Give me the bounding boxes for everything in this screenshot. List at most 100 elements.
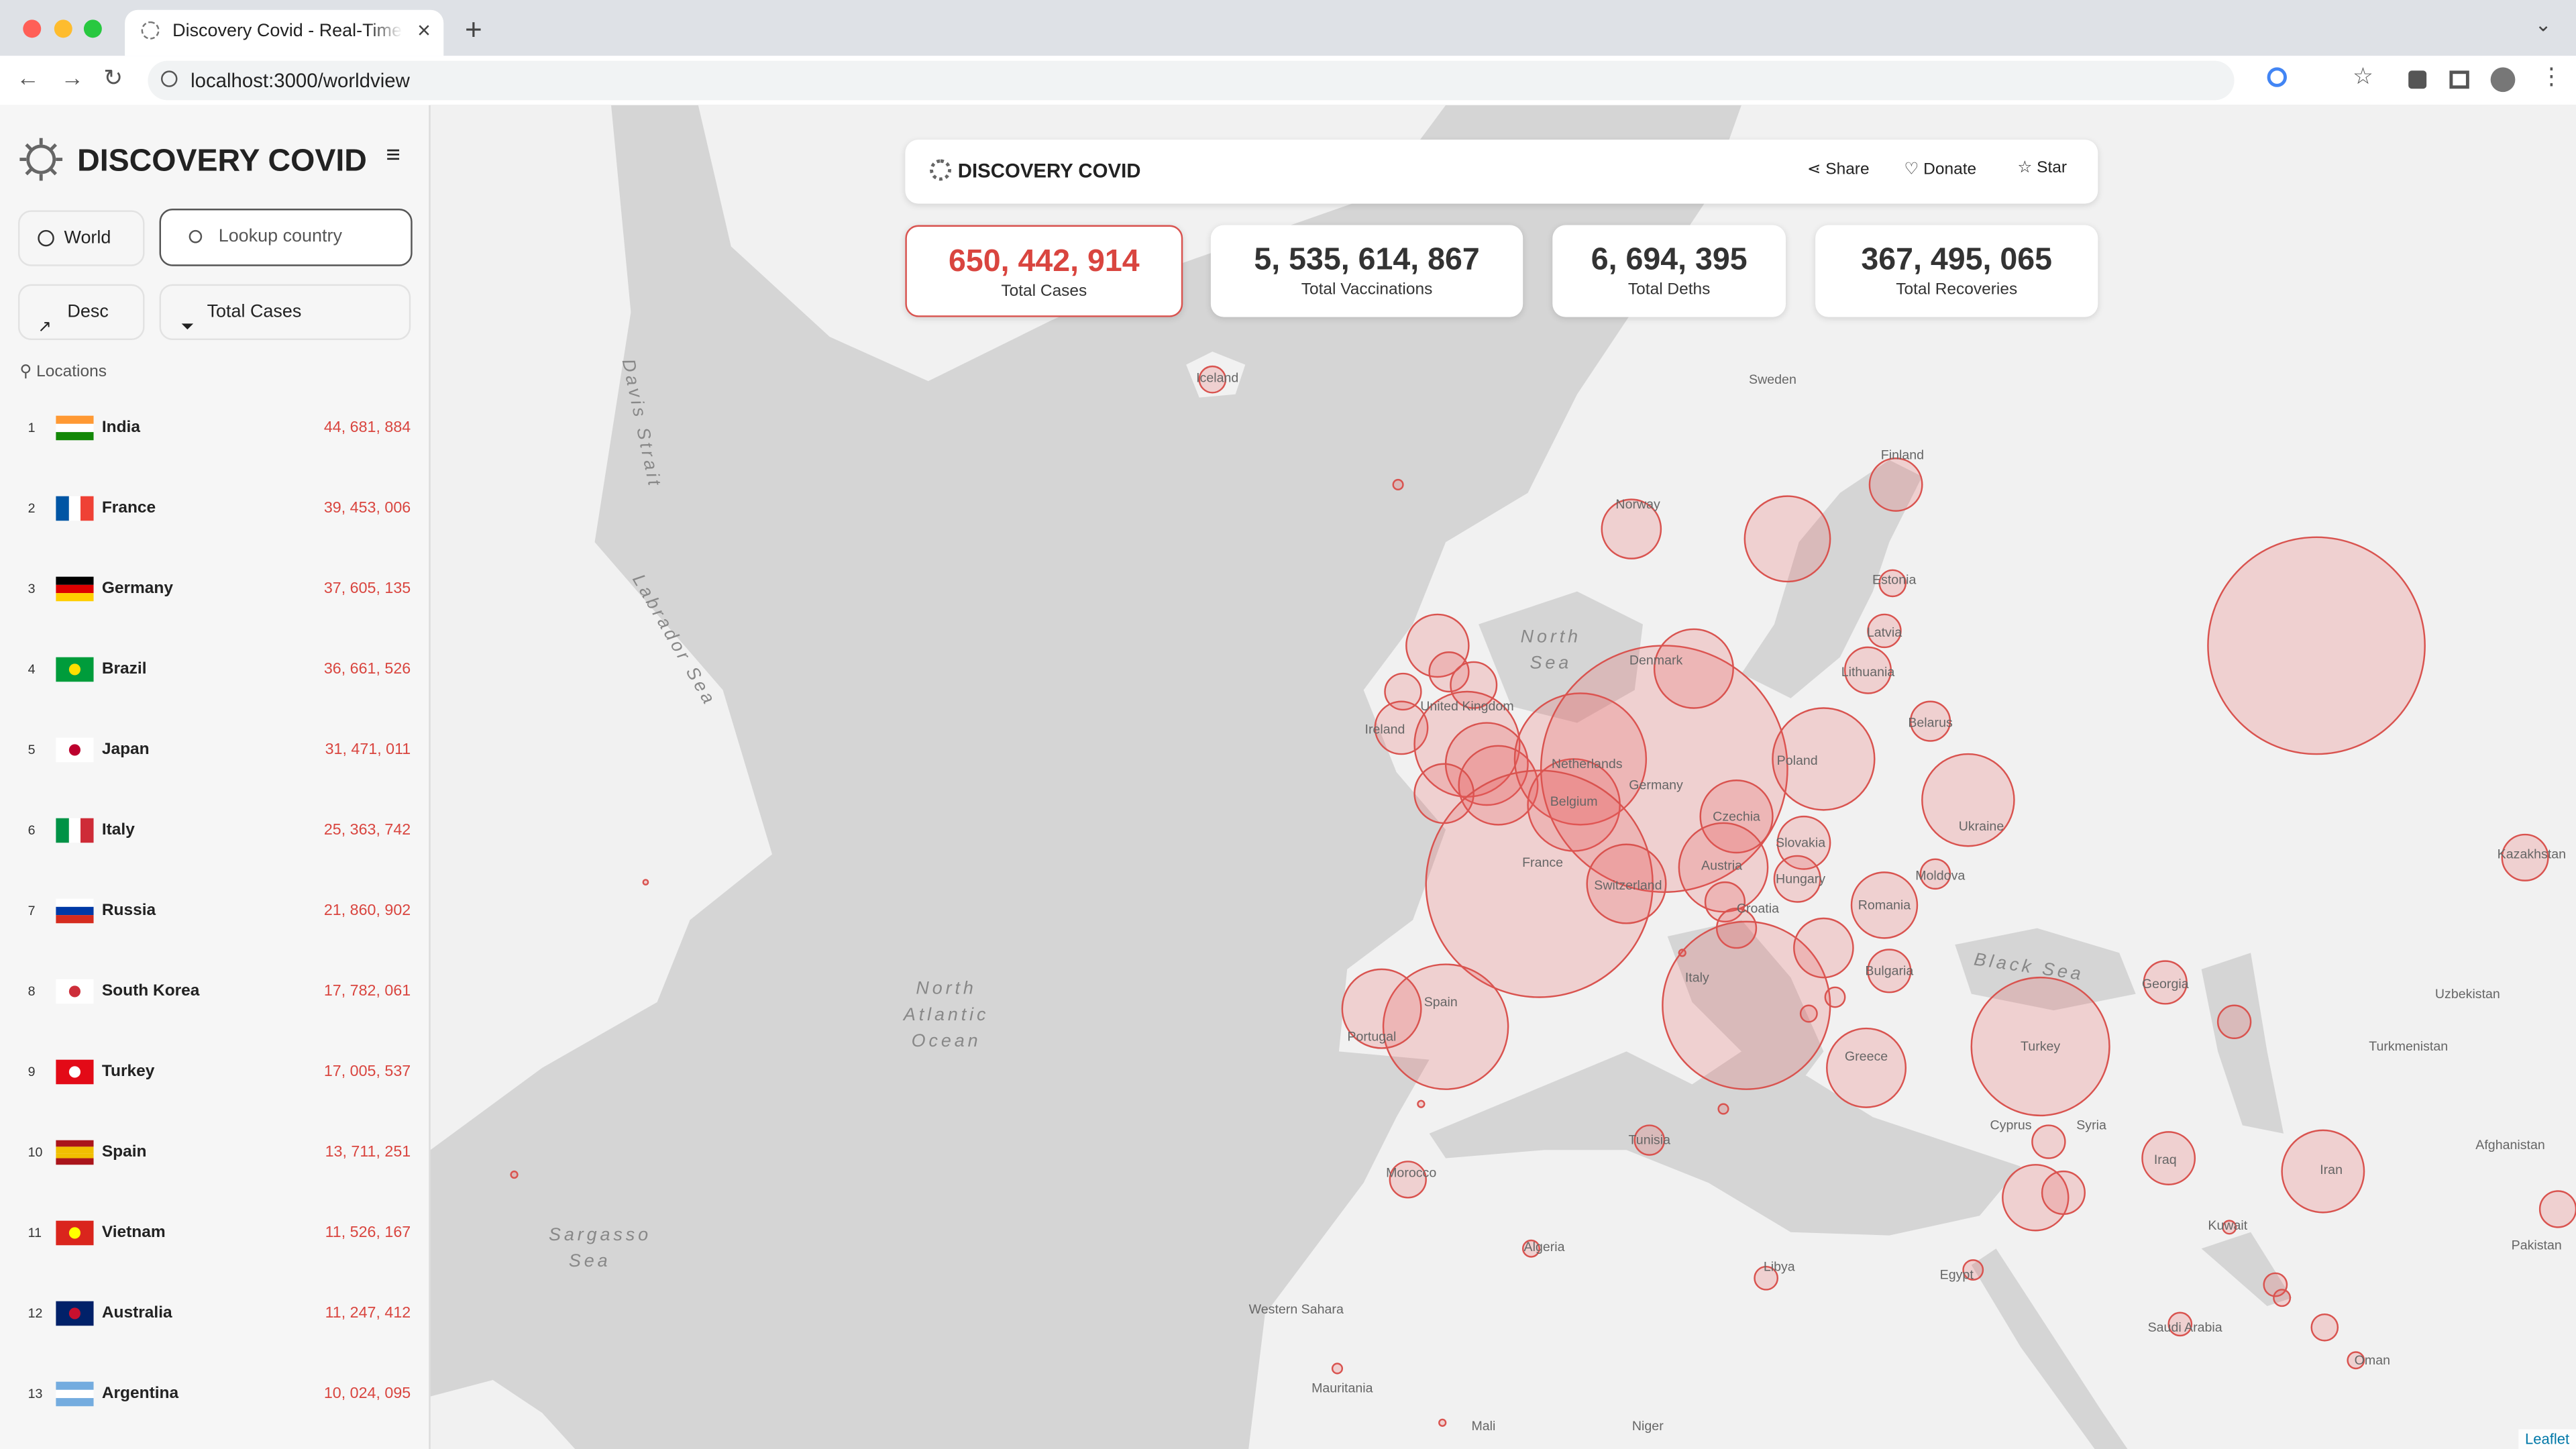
share-button[interactable]: ⋖ Share — [1807, 161, 1870, 179]
location-name: Russia — [101, 902, 156, 920]
menu-button[interactable]: ≡ — [386, 141, 400, 170]
country-label: Estonia — [1872, 572, 1917, 588]
location-value: 13, 711, 251 — [325, 1143, 411, 1162]
case-bubble — [1867, 949, 1912, 994]
reload-button[interactable]: ↻ — [103, 64, 123, 91]
sidebar: DISCOVERY COVID ≡ World Lookup country ↗… — [0, 105, 431, 1449]
country-label: Iran — [2320, 1162, 2343, 1177]
forward-button[interactable]: → — [60, 64, 84, 91]
donate-button[interactable]: ♡ Donate — [1904, 161, 1977, 179]
case-bubble — [510, 1170, 519, 1179]
new-tab[interactable]: + — [465, 13, 482, 46]
country-label: Egypt — [1939, 1267, 1974, 1283]
location-row[interactable]: 11 Vietnam 11, 526, 167 — [0, 1193, 429, 1273]
map-attribution[interactable]: Leaflet — [2518, 1429, 2576, 1449]
case-bubble — [2002, 1164, 2070, 1232]
case-bubble — [1773, 855, 1821, 903]
location-flag — [56, 1220, 94, 1246]
flag-stripe — [80, 496, 94, 521]
location-row[interactable]: 7 Russia 21, 860, 902 — [0, 871, 429, 951]
location-row[interactable]: 5 Japan 31, 471, 011 — [0, 710, 429, 790]
case-bubble — [2538, 1190, 2576, 1228]
location-row[interactable]: 9 Turkey 17, 005, 537 — [0, 1032, 429, 1112]
scope-button[interactable]: World — [17, 210, 145, 266]
close-window[interactable] — [23, 19, 42, 38]
bookmark-star[interactable]: ☆ — [2352, 62, 2373, 89]
flag-emblem — [68, 744, 81, 756]
country-label: Iceland — [1196, 370, 1239, 386]
location-name: Brazil — [101, 660, 147, 679]
browser-menu[interactable]: ⋮ — [2540, 62, 2563, 89]
case-bubble — [2167, 1311, 2193, 1337]
stat-card[interactable]: 367, 495, 065 Total Recoveries — [1815, 225, 2098, 317]
location-flag — [56, 496, 94, 521]
location-row[interactable]: 12 Australia 11, 247, 412 — [0, 1273, 429, 1354]
map[interactable]: Davis Strait Labrador Sea North Atlantic O… — [430, 105, 2576, 1449]
country-label: Netherlands — [1551, 756, 1623, 771]
location-name: India — [101, 419, 141, 437]
location-name: Australia — [101, 1304, 172, 1323]
case-bubble — [1428, 651, 1470, 693]
stat-card[interactable]: 6, 694, 395 Total Deths — [1552, 225, 1786, 317]
location-value: 37, 605, 135 — [323, 580, 411, 598]
search-input[interactable]: Lookup country — [159, 209, 413, 266]
profile[interactable] — [2490, 67, 2516, 93]
flag-stripe — [56, 1140, 94, 1146]
case-bubble — [1826, 1027, 1907, 1108]
location-flag — [56, 979, 94, 1004]
location-flag — [56, 737, 94, 763]
case-bubble — [1919, 858, 1951, 890]
location-row[interactable]: 3 Germany 37, 605, 135 — [0, 549, 429, 629]
extensions[interactable] — [2408, 70, 2427, 89]
google-icon[interactable] — [2267, 67, 2287, 87]
location-row[interactable]: 4 Brazil 36, 661, 526 — [0, 629, 429, 710]
location-rank: 4 — [28, 661, 36, 677]
flag-emblem — [68, 663, 81, 676]
stat-value: 5, 535, 614, 867 — [1254, 243, 1480, 278]
case-bubble — [1633, 1124, 1666, 1156]
case-bubble — [1699, 780, 1774, 854]
country-label: France — [1522, 855, 1564, 870]
browser-tab[interactable]: Discovery Covid - Real-Time C × — [125, 9, 444, 56]
address-bar[interactable]: localhost:3000/worldview — [148, 60, 2235, 101]
location-row[interactable]: 2 France 39, 453, 006 — [0, 468, 429, 549]
location-rank: 12 — [28, 1305, 43, 1321]
case-bubbles — [510, 365, 2576, 1427]
flag-stripe — [56, 915, 94, 924]
location-row[interactable]: 13 Argentina 10, 024, 095 — [0, 1354, 429, 1434]
star-button[interactable]: ☆ Star — [2017, 159, 2068, 178]
stat-label: Total Cases — [1001, 282, 1087, 301]
case-bubble — [1772, 707, 1876, 811]
country-label: Germany — [1629, 777, 1683, 793]
tab-menu[interactable]: ⌄ — [2534, 13, 2552, 36]
location-value: 36, 661, 526 — [323, 660, 411, 679]
side-panel[interactable] — [2449, 70, 2469, 89]
location-row[interactable]: 6 Italy 25, 363, 742 — [0, 790, 429, 871]
flag-emblem — [68, 1066, 81, 1078]
flag-stripe — [56, 423, 94, 433]
sort-button[interactable]: ↗ Desc — [17, 284, 145, 340]
minimize-window[interactable] — [54, 19, 72, 38]
tab-close[interactable]: × — [417, 16, 431, 43]
stat-card[interactable]: 5, 535, 614, 867 Total Vaccinations — [1210, 225, 1523, 317]
country-label: Oman — [2354, 1352, 2391, 1368]
share-label: Share — [1825, 161, 1870, 179]
country-label: Moldova — [1915, 868, 1966, 883]
metric-button[interactable]: ⏷ Total Cases — [159, 284, 411, 340]
case-bubble — [1867, 613, 1902, 649]
back-button[interactable]: ← — [16, 64, 40, 91]
country-label: Uzbekistan — [2434, 986, 2500, 1002]
location-row[interactable]: 1 India 44, 681, 884 — [0, 388, 429, 468]
locations-heading-text: Locations — [36, 363, 107, 382]
location-row[interactable]: 10 Spain 13, 711, 251 — [0, 1112, 429, 1193]
case-bubble — [1417, 1099, 1426, 1108]
case-bubble — [1717, 1103, 1729, 1115]
location-flag — [56, 1381, 94, 1407]
maximize-window[interactable] — [83, 19, 102, 38]
case-bubble — [1331, 1362, 1344, 1375]
location-row[interactable]: 8 South Korea 17, 782, 061 — [0, 951, 429, 1032]
stat-card[interactable]: 650, 442, 914 Total Cases — [905, 225, 1183, 317]
location-rank: 7 — [28, 903, 36, 918]
case-bubble — [1540, 645, 1788, 894]
